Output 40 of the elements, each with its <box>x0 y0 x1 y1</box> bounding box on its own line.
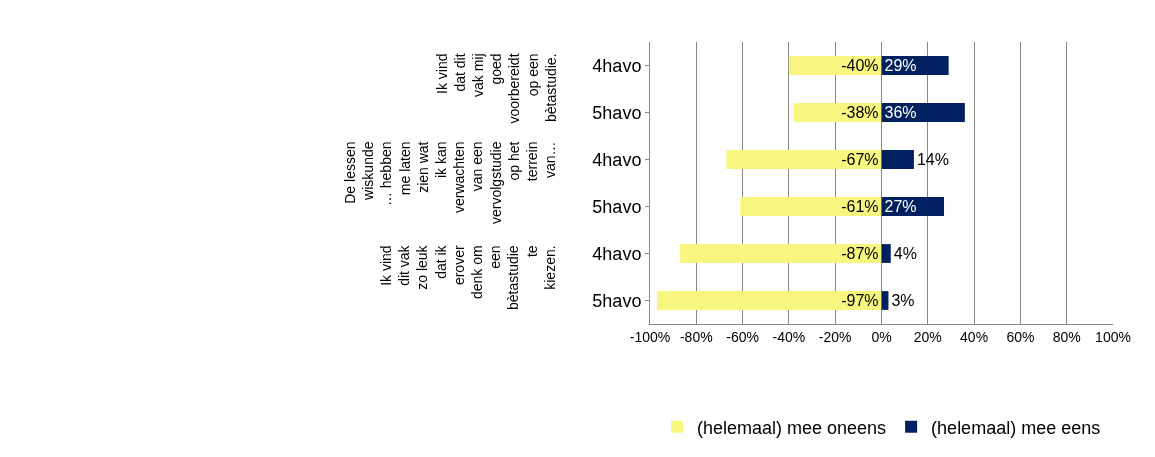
data-label: -61% <box>841 198 879 215</box>
x-tick-label: -20% <box>818 328 852 345</box>
text: Ik vind dat dit vak mij goed voorbereidt op een bètastudie. <box>433 53 559 124</box>
y-tick-label: 5havo <box>592 290 642 311</box>
y-tick-label: 4havo <box>592 55 642 76</box>
data-label: 3% <box>891 292 915 309</box>
legend-label: (helemaal) mee eens <box>931 417 1101 438</box>
data-label: -97% <box>841 292 879 309</box>
text: De lessen wiskunde … hebben me laten zien wat ik kan verwachten van een vervolgstudie op het terrein van… <box>342 141 559 224</box>
bar <box>881 150 914 169</box>
text: Ik vind dit vak zo leuk dat ik erover denk om een bètastudie te kiezen. <box>378 245 558 310</box>
x-tick-label: -60% <box>726 328 759 345</box>
x-tick-label: -100% <box>629 328 671 345</box>
y-tick-label: 5havo <box>592 102 642 123</box>
data-label: -40% <box>841 57 879 74</box>
x-tick-label: -80% <box>679 328 713 345</box>
bar <box>656 291 882 310</box>
x-tick-label: 40% <box>960 328 989 345</box>
legend-label: (helemaal) mee oneens <box>697 417 887 438</box>
data-label: -38% <box>841 104 879 121</box>
y-tick-label: 5havo <box>592 196 642 217</box>
data-label: 4% <box>893 245 917 262</box>
bar <box>881 244 891 263</box>
x-tick-label: 60% <box>1006 328 1035 345</box>
y-tick-label: 4havo <box>592 149 642 170</box>
data-label: 36% <box>884 104 917 121</box>
data-label: 14% <box>916 151 949 168</box>
bar <box>680 244 882 263</box>
x-tick-label: 100% <box>1095 328 1131 345</box>
x-tick-label: 0% <box>871 328 892 345</box>
x-tick-label: 80% <box>1052 328 1081 345</box>
data-label: -87% <box>841 245 879 262</box>
data-label: -67% <box>841 151 879 168</box>
y-tick-label: 4havo <box>592 243 642 264</box>
x-tick-label: 20% <box>913 328 942 345</box>
data-label: 29% <box>884 57 917 74</box>
bar <box>726 150 882 169</box>
x-tick-label: -40% <box>772 328 806 345</box>
bar <box>740 197 882 216</box>
data-label: 27% <box>884 198 917 215</box>
